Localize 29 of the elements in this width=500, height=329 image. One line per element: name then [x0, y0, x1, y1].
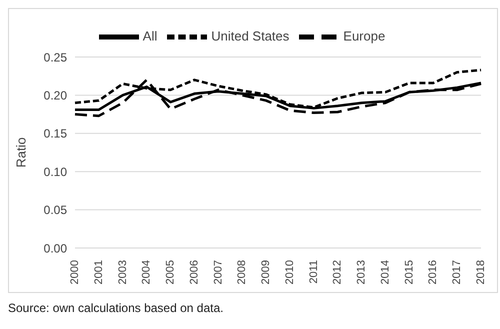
x-tick-label: 2001: [92, 260, 105, 284]
y-tick-label: 0.15: [44, 126, 68, 141]
x-tick-label: 2004: [140, 260, 153, 284]
source-note: Source: own calculations based on data.: [8, 301, 224, 315]
x-tick-label: 2018: [475, 260, 487, 284]
x-tick-label: 2010: [284, 260, 296, 284]
y-tick-label: 0.10: [44, 164, 68, 179]
y-tick-label: 0.00: [44, 241, 68, 256]
legend-label: Europe: [343, 28, 386, 44]
x-tick-label: 2015: [403, 260, 416, 284]
x-tick-label: 2006: [188, 260, 200, 284]
x-tick-label: 2011: [308, 260, 320, 284]
legend-label: All: [142, 28, 158, 44]
x-tick-label: 2008: [236, 260, 248, 284]
x-tick-label: 2016: [427, 260, 440, 284]
x-tick-label: 2013: [356, 260, 368, 284]
x-tick-label: 2005: [164, 260, 177, 284]
x-tick-label: 2009: [260, 260, 272, 284]
y-tick-label: 0.05: [44, 203, 68, 218]
y-tick-label: 0.20: [44, 88, 68, 102]
x-tick-label: 2007: [212, 260, 224, 284]
y-tick-label: 0.25: [44, 50, 68, 64]
y-axis-title: Ratio: [14, 137, 29, 168]
x-tick-label: 2014: [379, 260, 392, 284]
legend-label: United States: [211, 28, 290, 44]
x-tick-label: 2017: [451, 260, 464, 284]
x-tick-label: 2000: [69, 260, 81, 284]
x-tick-label: 2003: [116, 260, 129, 284]
x-tick-label: 2012: [332, 260, 344, 284]
